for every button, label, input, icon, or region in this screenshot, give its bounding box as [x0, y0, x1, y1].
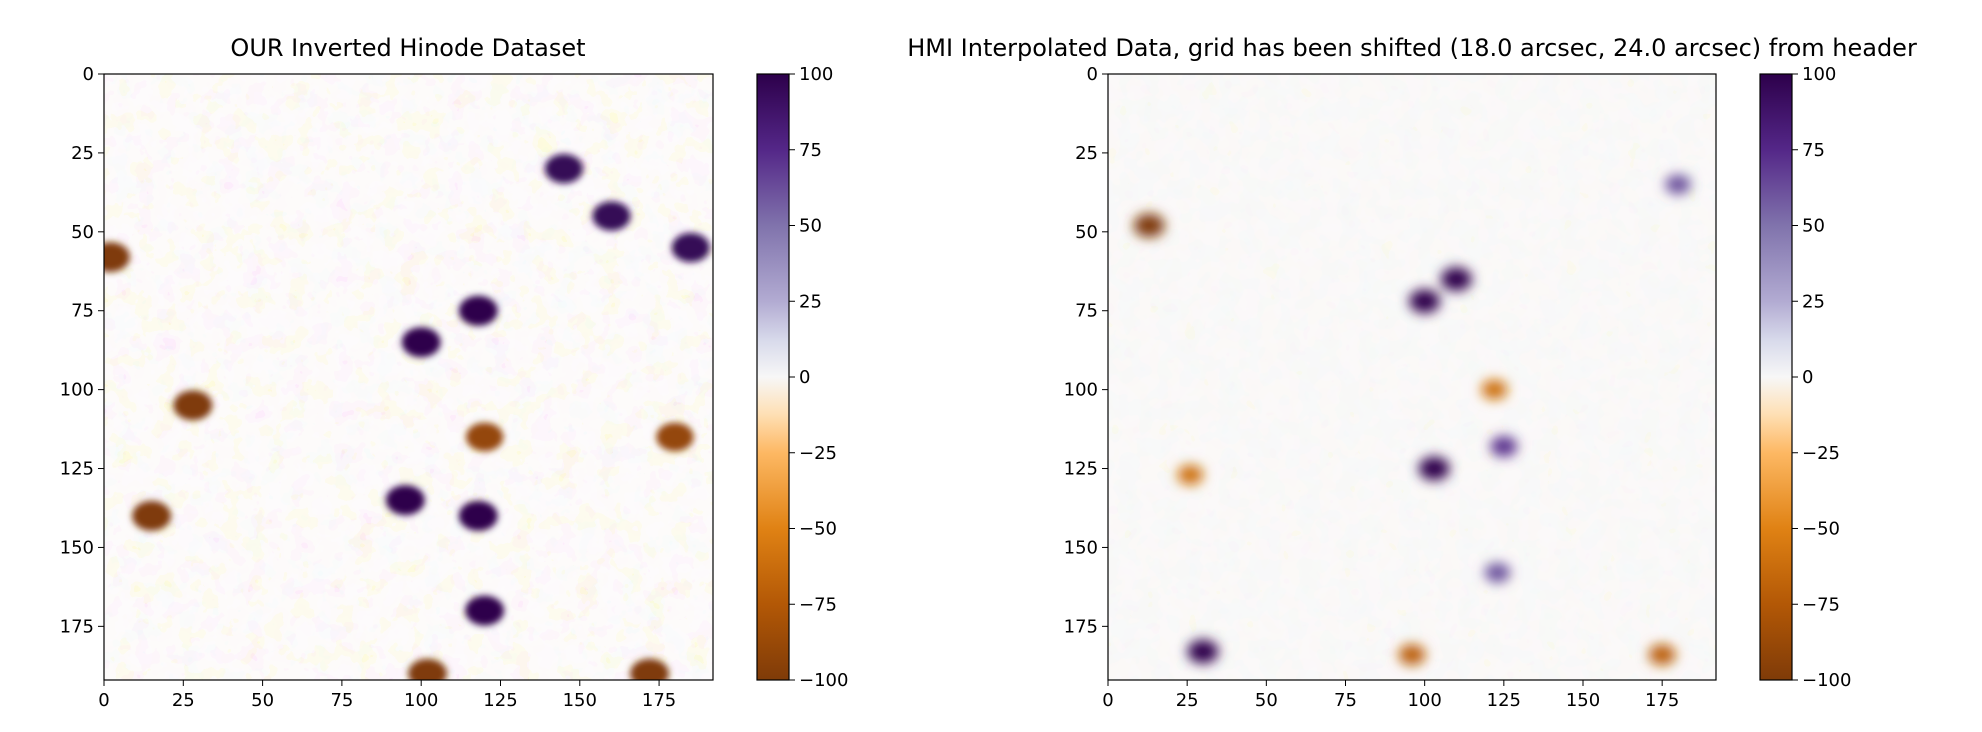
heatmap-feature — [1418, 456, 1450, 481]
x-tick-label: 150 — [563, 690, 597, 711]
chart-title: HMI Interpolated Data, grid has been shi… — [907, 34, 1917, 62]
x-tick-label: 100 — [1407, 690, 1441, 711]
heatmap-feature — [630, 658, 670, 680]
y-tick-label: 150 — [60, 537, 94, 558]
y-tick-label: 100 — [1064, 380, 1098, 401]
heatmap-image — [1108, 74, 1716, 680]
heatmap-feature — [1490, 435, 1518, 457]
y-tick-label: 25 — [1075, 143, 1098, 164]
heatmap-feature — [132, 500, 172, 531]
heatmap-feature — [544, 153, 584, 184]
heatmap-feature — [1484, 562, 1511, 583]
y-tick-label: 125 — [1064, 459, 1098, 480]
hinode-panel: OUR Inverted Hinode Dataset 0 25 50 75 100 125… — [60, 34, 849, 711]
y-tick-label: 100 — [60, 380, 94, 401]
heatmap-feature — [1409, 289, 1441, 314]
x-tick-label: 50 — [1255, 690, 1278, 711]
heatmap-feature — [465, 422, 504, 452]
x-tick-label: 125 — [1487, 690, 1521, 711]
x-tick-label: 0 — [1102, 690, 1113, 711]
heatmap-feature — [408, 658, 448, 680]
colorbar-tick-label: −25 — [1802, 443, 1840, 464]
colorbar-tick-label: −25 — [799, 443, 837, 464]
colorbar-tick-label: −75 — [1802, 594, 1840, 615]
colorbar-tick-label: 0 — [799, 367, 810, 388]
heatmap-feature — [173, 390, 213, 421]
heatmap-feature — [401, 327, 441, 358]
colorbar-tick-label: 50 — [799, 216, 822, 237]
chart-title: OUR Inverted Hinode Dataset — [230, 34, 585, 62]
y-tick-label: 25 — [71, 143, 94, 164]
colorbar-gradient — [756, 73, 790, 681]
colorbar-tick-label: −75 — [799, 594, 837, 615]
plot-frame — [1107, 73, 1717, 681]
heatmap-feature — [458, 295, 498, 326]
colorbar-tick-label: 0 — [1802, 367, 1813, 388]
colorbar-gradient — [1759, 73, 1793, 681]
heatmap-feature — [1187, 639, 1219, 664]
heatmap-feature — [1177, 464, 1204, 485]
colorbar-tick-label: 75 — [799, 140, 822, 161]
heatmap-feature — [1481, 379, 1508, 400]
y-tick-label: 75 — [71, 301, 94, 322]
heatmap-image — [104, 74, 713, 680]
colorbar-tick-label: −50 — [1802, 519, 1840, 540]
heatmap-feature — [656, 422, 694, 452]
heatmap-feature — [385, 485, 425, 516]
heatmap-feature — [592, 201, 631, 231]
x-tick-label: 0 — [98, 690, 109, 711]
colorbar: 100 75 50 25 0 −25 −50 −75 −100 — [1759, 64, 1851, 691]
hmi-panel: HMI Interpolated Data, grid has been shi… — [907, 34, 1917, 711]
colorbar-tick-label: 25 — [799, 291, 822, 312]
heatmap-feature — [104, 242, 130, 273]
y-tick-label: 175 — [60, 616, 94, 637]
x-tick-label: 75 — [330, 690, 353, 711]
heatmap-feature — [465, 595, 505, 626]
colorbar-tick-label: −100 — [1802, 670, 1851, 691]
y-tick-label: 75 — [1075, 301, 1098, 322]
colorbar-tick-label: 50 — [1802, 216, 1825, 237]
y-tick-label: 50 — [1075, 222, 1098, 243]
x-tick-label: 175 — [642, 690, 676, 711]
heatmap-feature — [671, 232, 710, 263]
heatmap-feature — [1398, 644, 1426, 666]
heatmap-feature — [1648, 644, 1676, 666]
plot-frame — [103, 73, 714, 681]
colorbar-tick-label: 75 — [1802, 140, 1825, 161]
heatmap-feature — [458, 500, 498, 531]
x-tick-label: 150 — [1566, 690, 1600, 711]
y-tick-label: 0 — [1087, 64, 1098, 85]
y-tick-label: 0 — [83, 64, 94, 85]
colorbar-tick-label: 100 — [1802, 64, 1836, 85]
heatmap-feature — [1440, 267, 1472, 292]
colorbar-tick-label: −50 — [799, 519, 837, 540]
x-tick-label: 25 — [1176, 690, 1199, 711]
x-tick-label: 125 — [483, 690, 517, 711]
colorbar-tick-label: −100 — [799, 670, 848, 691]
y-tick-label: 50 — [71, 222, 94, 243]
x-tick-label: 50 — [251, 690, 274, 711]
colorbar-tick-label: 25 — [1802, 291, 1825, 312]
y-tick-label: 175 — [1064, 616, 1098, 637]
colorbar-tick-label: 100 — [799, 64, 833, 85]
x-tick-label: 25 — [172, 690, 195, 711]
x-tick-label: 75 — [1334, 690, 1357, 711]
heatmap-feature — [1665, 174, 1691, 195]
heatmap-feature — [1133, 213, 1165, 238]
colorbar: 100 75 50 25 0 −25 −50 −75 −100 — [756, 64, 848, 691]
x-tick-label: 175 — [1645, 690, 1679, 711]
y-tick-label: 150 — [1064, 537, 1098, 558]
x-tick-label: 100 — [404, 690, 438, 711]
y-tick-label: 125 — [60, 459, 94, 480]
